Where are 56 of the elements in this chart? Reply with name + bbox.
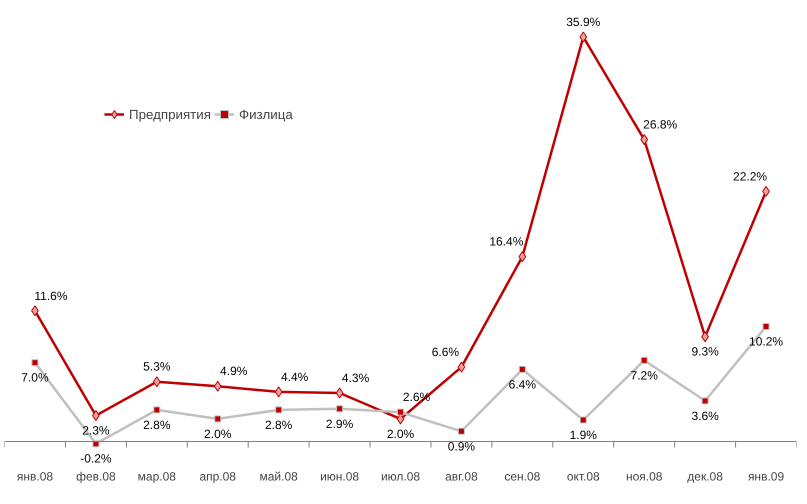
data-label: 16.4%: [489, 234, 524, 249]
x-tick-label: июл.08: [380, 469, 420, 484]
point: [458, 428, 465, 435]
data-label: 4.9%: [220, 364, 248, 378]
x-tick-label: фев.08: [76, 469, 116, 484]
data-label: 4.4%: [280, 370, 309, 384]
data-label: 11.6%: [34, 288, 68, 303]
legend-label: Предприятия: [129, 106, 211, 122]
data-label: 3.6%: [691, 408, 720, 423]
point: [702, 397, 709, 404]
point: [214, 415, 222, 422]
x-tick-label: янв.08: [16, 469, 54, 484]
data-label: 7.2%: [630, 368, 658, 382]
data-label: 35.9%: [566, 15, 601, 30]
point: [153, 406, 160, 414]
x-tick-label: сен.08: [504, 469, 541, 484]
point: [275, 406, 282, 414]
point: [580, 416, 587, 424]
data-label: 6.4%: [508, 377, 536, 392]
data-label: 2.3%: [82, 424, 110, 438]
x-tick-label: окт.08: [566, 469, 600, 484]
data-label: 2.0%: [386, 426, 415, 441]
data-label: 2.9%: [326, 416, 354, 431]
point: [214, 380, 222, 392]
point: [640, 134, 648, 146]
legend-label: Физлица: [238, 106, 293, 122]
x-tick-label: май.08: [260, 469, 298, 484]
x-tick-label: дек.08: [687, 469, 724, 484]
point: [397, 408, 404, 416]
point: [31, 359, 38, 366]
data-label: 5.3%: [143, 360, 171, 374]
data-label: 7.0%: [21, 370, 49, 385]
x-tick-label: ноя.08: [626, 469, 663, 484]
x-tick-label: мар.08: [138, 469, 176, 484]
x-tick-label: июн.08: [320, 469, 360, 484]
data-label: 2.0%: [204, 426, 232, 441]
point: [762, 323, 770, 330]
x-tick-label: авг.08: [445, 469, 478, 484]
data-label: 22.2%: [733, 169, 768, 184]
data-label: 26.8%: [643, 118, 678, 132]
data-label: 6.6%: [432, 345, 460, 360]
point: [518, 366, 526, 373]
data-label: 9.3%: [691, 344, 720, 359]
data-label: 1.9%: [570, 428, 598, 442]
data-label: 2.8%: [264, 418, 293, 432]
point: [579, 32, 588, 43]
point: [152, 376, 161, 388]
x-tick-label: янв.09: [748, 469, 784, 484]
x-tick-label: апр.08: [199, 469, 236, 484]
data-label: 4.3%: [342, 371, 370, 386]
point: [640, 356, 648, 364]
data-label: 0.9%: [448, 439, 476, 454]
data-label: 2.8%: [143, 418, 171, 432]
data-label: -0.2%: [80, 452, 112, 466]
data-label: 10.2%: [749, 334, 784, 349]
point: [336, 405, 344, 412]
